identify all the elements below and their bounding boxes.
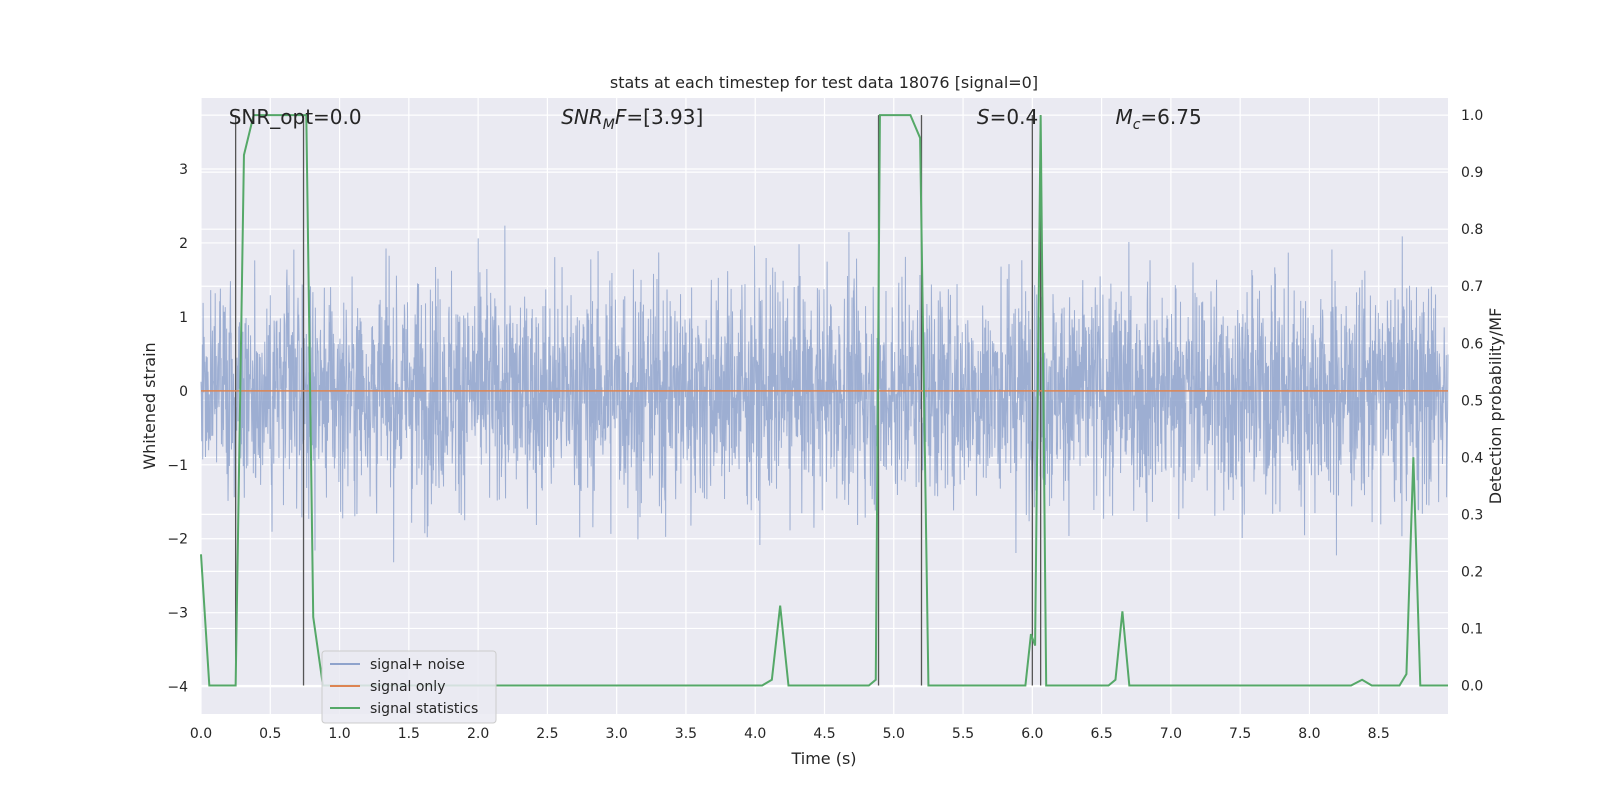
x-tick-label: 7.0 bbox=[1160, 726, 1182, 742]
x-tick-label: 1.5 bbox=[398, 726, 420, 742]
series-layer bbox=[200, 114, 1448, 687]
x-tick-label: 6.5 bbox=[1090, 726, 1112, 742]
annotation-rest: =0.4 bbox=[990, 105, 1039, 129]
y-left-tick-label: −4 bbox=[167, 680, 188, 696]
y-left-tick-label: −3 bbox=[167, 606, 188, 622]
annotation-base: M bbox=[1115, 105, 1132, 129]
noise-series-layer bbox=[200, 225, 1449, 563]
legend-box bbox=[321, 650, 497, 724]
y-right-tick-label: 1.0 bbox=[1461, 108, 1483, 124]
annotation-text: SNR_opt=0.0 bbox=[229, 105, 362, 129]
y-right-tick-label: 0.0 bbox=[1461, 678, 1483, 694]
y-right-tick-label: 0.7 bbox=[1461, 279, 1483, 295]
x-tick-label: 8.0 bbox=[1298, 726, 1320, 742]
y-right-tick-labels: 1.0 0.9 0.8 0.7 0.6 0.5 0.4 0.3 0.2 0.1 0.0 bbox=[1461, 108, 1483, 694]
annotation-rest: =6.75 bbox=[1140, 105, 1201, 129]
annotations-layer: SNR_opt=0.0 SNRMF=[3.93] S=0.4 Mc=6.75 bbox=[229, 105, 1202, 133]
legend-label-signal-noise: signal+ noise bbox=[370, 657, 465, 673]
annotation-text: SNRMF=[3.93] bbox=[561, 105, 703, 133]
annotation-subscript: M bbox=[603, 117, 615, 133]
x-tick-label: 0.5 bbox=[259, 726, 281, 742]
x-tick-label: 0.0 bbox=[190, 726, 212, 742]
x-tick-label: 8.5 bbox=[1368, 726, 1390, 742]
y-left-tick-label: 1 bbox=[179, 310, 188, 326]
series-signal-statistics-line bbox=[200, 114, 1448, 687]
series-signal-noise-line bbox=[200, 225, 1449, 563]
y-left-tick-label: 0 bbox=[179, 384, 188, 400]
chart-title: stats at each timestep for test data 180… bbox=[610, 73, 1038, 92]
y-left-tick-label: −2 bbox=[167, 532, 188, 548]
y-left-tick-label: −1 bbox=[167, 458, 188, 474]
y-right-tick-label: 0.8 bbox=[1461, 222, 1483, 238]
y-left-tick-label: 3 bbox=[179, 162, 188, 178]
x-tick-label: 4.5 bbox=[813, 726, 835, 742]
x-tick-label: 4.0 bbox=[744, 726, 766, 742]
legend-label-signal-statistics: signal statistics bbox=[370, 701, 478, 717]
y-left-tick-labels: 3 2 1 0 −1 −2 −3 −4 bbox=[167, 162, 188, 696]
y-right-axis-label: Detection probability/MF bbox=[1486, 308, 1505, 505]
y-right-tick-label: 0.4 bbox=[1461, 450, 1483, 466]
x-tick-label: 1.0 bbox=[328, 726, 350, 742]
x-tick-label: 3.5 bbox=[675, 726, 697, 742]
x-tick-label: 6.0 bbox=[1021, 726, 1043, 742]
x-tick-label: 2.5 bbox=[536, 726, 558, 742]
y-right-tick-label: 0.2 bbox=[1461, 564, 1483, 580]
annotation-text: S=0.4 bbox=[977, 105, 1038, 129]
y-right-tick-label: 0.1 bbox=[1461, 621, 1483, 637]
annotation-base: S bbox=[977, 105, 990, 129]
y-right-tick-label: 0.6 bbox=[1461, 336, 1483, 352]
annotation-subscript: c bbox=[1133, 117, 1141, 133]
y-right-tick-label: 0.5 bbox=[1461, 393, 1483, 409]
annotation-text: Mc=6.75 bbox=[1115, 105, 1201, 133]
annotation-italic: F bbox=[615, 105, 627, 129]
x-tick-label: 2.0 bbox=[467, 726, 489, 742]
y-left-axis-label: Whitened strain bbox=[140, 342, 159, 469]
y-left-tick-label: 2 bbox=[179, 236, 188, 252]
legend-label-signal-only: signal only bbox=[370, 679, 445, 695]
x-tick-label: 5.0 bbox=[883, 726, 905, 742]
y-right-tick-label: 0.9 bbox=[1461, 165, 1483, 181]
annotation-base: SNR bbox=[561, 105, 603, 129]
x-tick-label: 3.0 bbox=[606, 726, 628, 742]
y-right-tick-label: 0.3 bbox=[1461, 507, 1483, 523]
legend: signal+ noise signal only signal statist… bbox=[321, 650, 497, 724]
vertical-lines-layer bbox=[234, 115, 1042, 686]
x-axis-label: Time (s) bbox=[790, 749, 856, 768]
x-tick-label: 7.5 bbox=[1229, 726, 1251, 742]
x-tick-label: 5.5 bbox=[952, 726, 974, 742]
annotation-rest: =[3.93] bbox=[626, 105, 703, 129]
x-tick-labels: 0.0 0.5 1.0 1.5 2.0 2.5 3.0 3.5 4.0 4.5 5.0 5.5 6.0 6… bbox=[190, 726, 1390, 742]
